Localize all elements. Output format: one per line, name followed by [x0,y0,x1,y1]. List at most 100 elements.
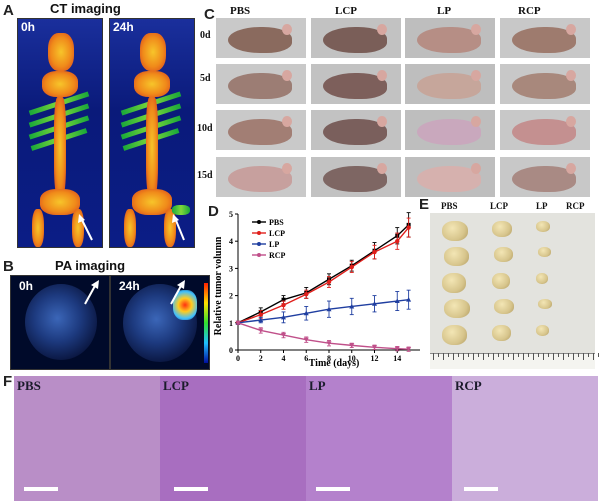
day-label-0d: 0d [200,30,211,41]
data-point [281,333,286,338]
panel-d-label: D [208,203,219,220]
mouse-photo [500,18,590,58]
scale-bar [174,487,208,491]
x-tick-label: 8 [327,354,331,363]
y-tick-label: 4 [229,237,233,246]
data-point [326,306,332,312]
tumor-specimen [536,273,548,284]
histology-label-pbs: PBS [17,378,41,393]
group-header-pbs: PBS [230,5,251,17]
series-line-lp [237,298,409,324]
histology-label-lp: LP [309,378,326,393]
panel-a-label: A [3,2,14,19]
data-point [372,301,377,306]
excised-tumors-photo [430,213,599,369]
data-point [406,225,411,230]
x-tick-label: 4 [282,354,286,363]
ct-imaging-title: CT imaging [50,1,121,16]
arrow-icon [172,214,185,241]
series-line-rcp [237,322,409,350]
data-point [372,249,377,255]
mouse-photo [311,18,401,58]
pa-image-24h: 24h [110,275,210,370]
series-line-pbs [237,224,410,324]
scale-bar [24,487,58,491]
tumor-group-pbs: PBS [441,201,458,211]
mouse-photo [216,18,306,58]
tumor-specimen [442,221,468,241]
ct-image-0h: 0h [17,18,103,248]
data-point [326,279,332,285]
legend-marker [257,231,261,235]
tumor-specimen [538,247,551,257]
legend-label: LP [269,240,279,249]
histology-rcp: RCP [452,376,598,501]
tumor-group-rcp: RCP [566,201,585,211]
mouse-photo [216,64,306,104]
histology-lcp: LCP [160,376,306,501]
group-header-rcp: RCP [518,5,541,17]
y-tick-label: 1 [229,319,233,328]
group-header-lp: LP [437,5,452,17]
tumor-specimen [442,325,467,345]
tumor-specimen [492,273,510,289]
arrow-icon [170,280,185,305]
panel-c-label: C [204,6,215,23]
series-line-lcp [237,227,410,324]
pa-image-0h: 0h [10,275,110,370]
data-point [394,298,400,304]
data-point [394,346,400,352]
tumor-specimen [444,299,470,318]
x-tick-label: 14 [393,354,401,363]
mouse-photo [500,110,590,150]
tumor-specimen [444,247,469,266]
pa-colorbar [204,283,208,363]
tumor-specimen [494,247,513,262]
data-point [235,320,241,326]
data-point [258,312,263,317]
ct-time-0h: 0h [21,20,36,34]
pa-imaging-title: PA imaging [55,258,126,273]
ct-time-24h: 24h [113,20,134,34]
mouse-photo [500,64,590,104]
data-point [258,317,264,323]
mouse-photo [216,110,306,150]
mouse-photo [405,157,495,197]
data-point [304,292,309,297]
histology-label-lcp: LCP [163,378,189,393]
x-tick-label: 12 [371,354,379,363]
x-tick-label: 2 [259,354,263,363]
arrow-icon [84,280,99,305]
data-point [349,343,355,348]
tumor-group-lcp: LCP [490,201,508,211]
data-point [303,310,309,316]
pa-time-24h: 24h [119,279,140,293]
tumor-specimen [536,325,549,336]
data-point [349,264,354,270]
legend-label: RCP [269,251,286,260]
data-point [395,239,400,244]
panel-f-label: F [3,373,13,390]
scale-bar [316,487,350,491]
x-tick-label: 0 [236,354,240,363]
mouse-photo [311,110,401,150]
ct-image-24h: 24h [109,18,195,248]
data-point [406,297,412,302]
panel-b-label: B [3,258,14,275]
legend-marker [257,253,261,257]
mouse-photo [405,18,495,58]
tumor-specimen [492,325,511,341]
mouse-photo [311,157,401,197]
histology-label-rcp: RCP [455,378,482,393]
y-tick-label: 2 [229,292,233,301]
tumor-specimen [442,273,466,293]
data-point [326,341,332,346]
data-point [303,337,309,343]
data-point [349,303,355,309]
y-tick-label: 5 [229,210,233,219]
tumor-specimen [536,221,550,232]
tumor-specimen [494,299,514,314]
mouse-photo [405,64,495,104]
legend-label: PBS [269,218,284,227]
